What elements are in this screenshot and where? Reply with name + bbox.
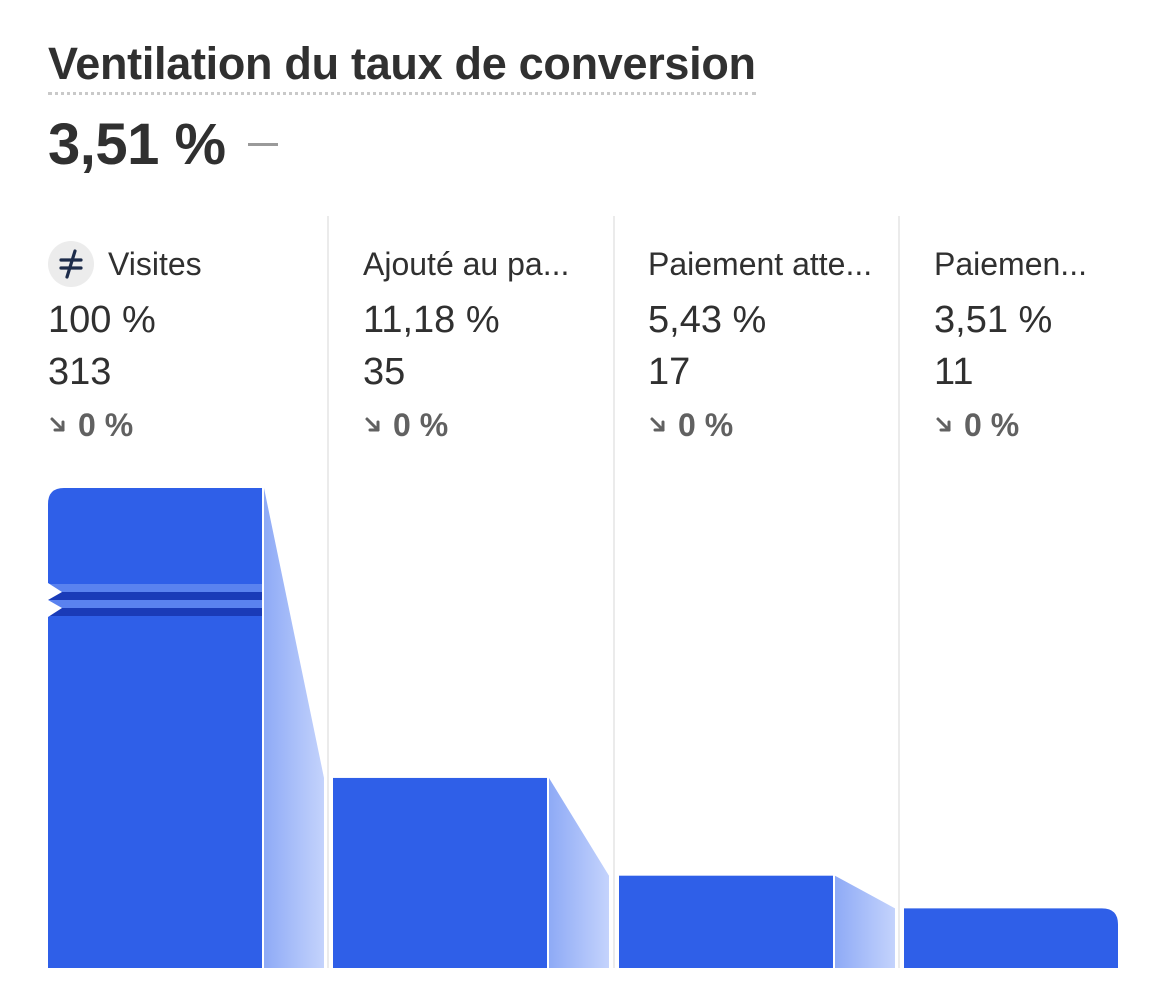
comparison-dash (247, 142, 278, 146)
stage-header: Paiemen... (934, 240, 1170, 288)
stage-percent: 3,51 % (934, 299, 1053, 341)
stage-change: 0 % (934, 400, 1170, 450)
axis-break-notch (48, 600, 62, 617)
funnel-bar (619, 875, 833, 968)
stage-count: 17 (648, 351, 691, 393)
strikethrough-equals-icon (48, 241, 94, 287)
stage-percent: 11,18 % (363, 299, 500, 341)
conversion-rate-value: 3,51 % (48, 111, 226, 177)
funnel-stage-visits: Visites 100 % 313 0 % (48, 240, 288, 450)
arrow-down-right-icon (365, 417, 380, 432)
stage-change: 0 % (363, 400, 603, 450)
column-divider (613, 216, 615, 968)
arrow-down-right-icon (50, 417, 65, 432)
stage-percent: 100 % (48, 299, 156, 341)
axis-break-mark (48, 584, 262, 592)
funnel-dropoff-connector (264, 488, 324, 968)
stage-label: Visites (108, 245, 202, 282)
arrow-down-right-icon (936, 417, 951, 432)
funnel-stage-checkout-completed: Paiemen... 3,51 % 11 0 % (934, 240, 1170, 450)
stage-change-value: 0 % (78, 406, 134, 443)
stage-count: 313 (48, 351, 112, 393)
column-divider (327, 216, 329, 968)
arrow-down-right-icon (650, 417, 665, 432)
stage-count: 11 (934, 351, 974, 393)
funnel-bar (48, 488, 262, 968)
funnel-dropoff-connector (549, 777, 609, 968)
stage-count: 35 (363, 351, 406, 393)
axis-break-mark (48, 592, 262, 600)
funnel-stage-added-to-cart: Ajouté au pa... 11,18 % 35 0 % (363, 240, 603, 450)
stage-change: 0 % (48, 400, 288, 450)
stage-label: Paiemen... (934, 245, 1087, 282)
stage-change-value: 0 % (393, 406, 449, 443)
conversion-rate-headline: 3,51 % (48, 111, 278, 177)
stage-header: Paiement atte... (648, 240, 888, 288)
stage-percent: 5,43 % (648, 299, 767, 341)
funnel-bar (333, 777, 547, 968)
stage-change-value: 0 % (964, 406, 1020, 443)
stage-change-value: 0 % (678, 406, 734, 443)
axis-break-mark (48, 600, 262, 608)
chart-title[interactable]: Ventilation du taux de conversion (48, 38, 756, 95)
funnel-stage-checkout-reached: Paiement atte... 5,43 % 17 0 % (648, 240, 888, 450)
stage-change: 0 % (648, 400, 888, 450)
column-divider (898, 216, 900, 968)
axis-break-mark (48, 608, 262, 616)
funnel-dropoff-connector (835, 875, 895, 968)
stage-label: Ajouté au pa... (363, 245, 570, 282)
stage-header: Ajouté au pa... (363, 240, 603, 288)
funnel-bar (904, 908, 1118, 968)
stage-label: Paiement atte... (648, 245, 873, 282)
axis-break-notch (48, 583, 62, 600)
stage-header: Visites (48, 240, 288, 288)
